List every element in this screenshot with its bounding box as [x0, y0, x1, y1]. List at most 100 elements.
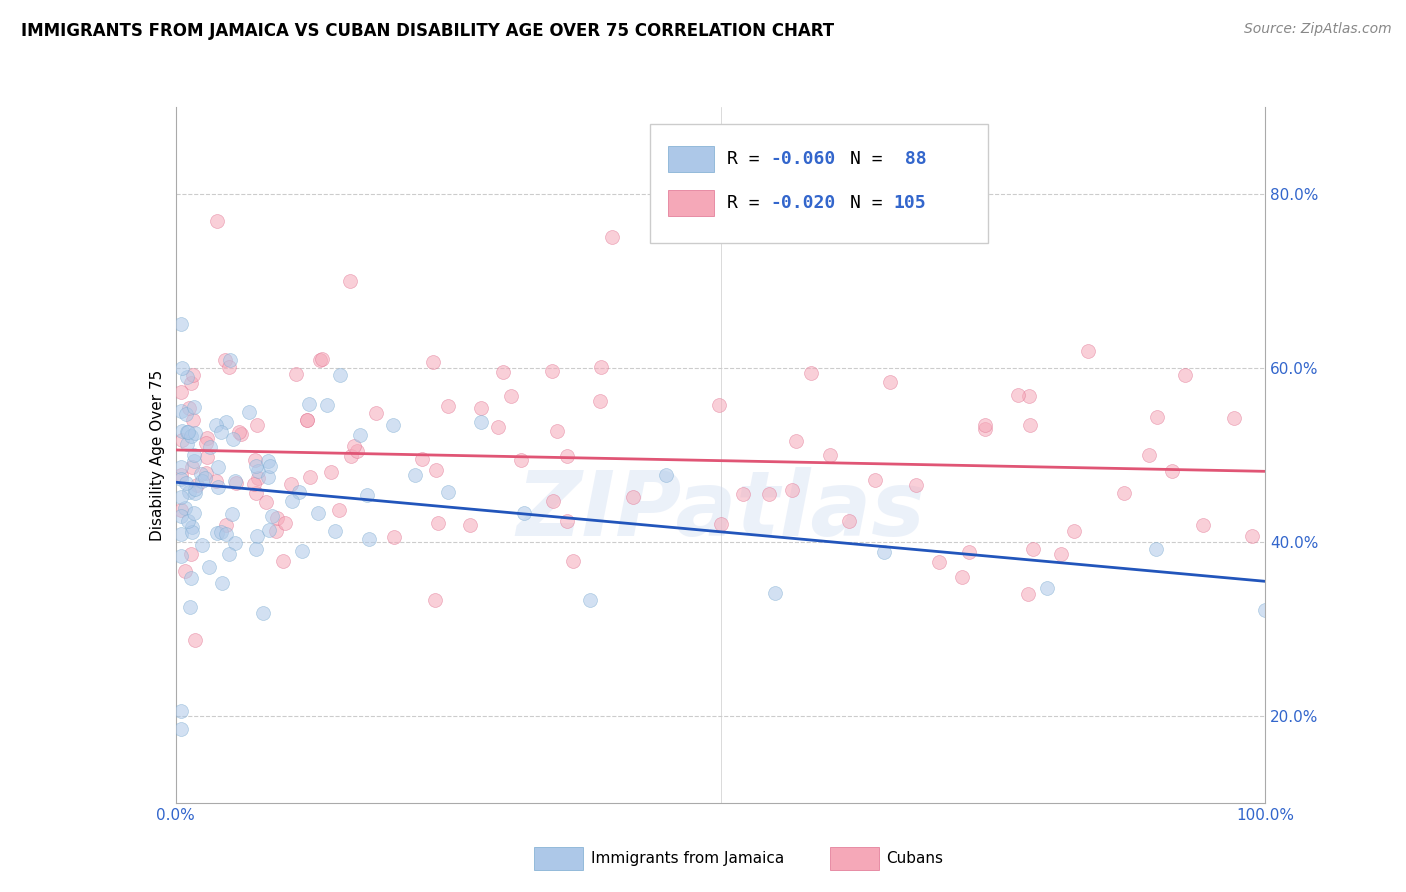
Point — [209, 524, 232, 539]
Point — [181, 459, 204, 474]
Point — [225, 475, 247, 490]
Point — [321, 465, 343, 479]
Point — [346, 443, 368, 458]
Point — [211, 575, 233, 590]
Point — [323, 524, 346, 538]
Point — [366, 406, 388, 420]
Point — [194, 436, 217, 450]
Point — [298, 397, 321, 411]
Point — [329, 368, 352, 383]
Text: 88: 88 — [894, 150, 927, 169]
Point — [1137, 448, 1160, 462]
Point — [513, 506, 536, 520]
Point — [205, 526, 228, 541]
Point — [280, 477, 302, 491]
Point — [422, 355, 444, 369]
Point — [218, 360, 240, 375]
Bar — [668, 146, 714, 172]
Point — [176, 425, 198, 439]
Point — [731, 487, 754, 501]
Point — [1017, 587, 1039, 601]
Point — [579, 593, 602, 607]
Point — [177, 401, 200, 416]
Point — [458, 518, 481, 533]
Point — [184, 426, 207, 441]
Point — [621, 490, 644, 504]
Point — [214, 353, 236, 368]
Point — [245, 453, 267, 467]
Point — [411, 452, 433, 467]
Point — [349, 428, 371, 442]
Point — [905, 477, 928, 491]
Point — [1021, 541, 1043, 556]
Point — [315, 398, 337, 412]
Point — [758, 486, 780, 500]
Point — [218, 547, 240, 561]
Point — [264, 524, 287, 538]
Point — [246, 528, 269, 542]
Point — [246, 464, 269, 478]
Point — [256, 470, 278, 484]
Text: R =: R = — [727, 150, 770, 169]
Point — [974, 417, 997, 432]
Point — [1146, 541, 1168, 556]
Point — [183, 368, 205, 382]
Point — [224, 536, 246, 550]
Point — [170, 318, 193, 332]
Point — [295, 413, 318, 427]
Point — [221, 507, 243, 521]
Point — [356, 488, 378, 502]
Point — [180, 524, 202, 539]
Point — [1173, 368, 1195, 382]
Point — [427, 516, 450, 530]
Point — [174, 407, 197, 421]
Point — [1191, 518, 1213, 533]
Point — [170, 549, 193, 563]
Point — [246, 417, 269, 432]
Point — [425, 463, 447, 477]
Point — [183, 400, 205, 414]
Text: Cubans: Cubans — [886, 852, 943, 866]
Point — [243, 476, 266, 491]
Point — [181, 413, 204, 427]
Point — [170, 433, 193, 447]
Point — [311, 352, 333, 367]
Point — [170, 490, 193, 504]
Point — [541, 363, 564, 377]
Point — [307, 506, 329, 520]
Point — [184, 482, 207, 496]
Point — [274, 516, 297, 530]
Point — [181, 520, 204, 534]
Point — [173, 501, 195, 516]
Point — [957, 545, 980, 559]
Bar — [668, 190, 714, 216]
Point — [785, 434, 807, 449]
Point — [194, 471, 217, 485]
Point — [198, 559, 221, 574]
Point — [245, 486, 267, 500]
Point — [865, 474, 887, 488]
Point — [170, 527, 193, 541]
Point — [340, 450, 363, 464]
Point — [838, 515, 860, 529]
Point — [197, 450, 219, 464]
Point — [170, 459, 193, 474]
Text: N =: N = — [851, 150, 894, 169]
Point — [492, 365, 515, 379]
Point — [879, 375, 901, 389]
Point — [710, 516, 733, 531]
Point — [486, 420, 509, 434]
Point — [339, 274, 361, 288]
Point — [170, 472, 193, 486]
Point — [177, 425, 200, 440]
Point — [254, 495, 277, 509]
Point — [291, 543, 314, 558]
Text: Immigrants from Jamaica: Immigrants from Jamaica — [591, 852, 783, 866]
Point — [298, 470, 321, 484]
Point — [285, 367, 308, 381]
Point — [190, 467, 212, 482]
Point — [423, 592, 446, 607]
Point — [205, 214, 228, 228]
Point — [215, 527, 238, 541]
Point — [1063, 524, 1085, 538]
